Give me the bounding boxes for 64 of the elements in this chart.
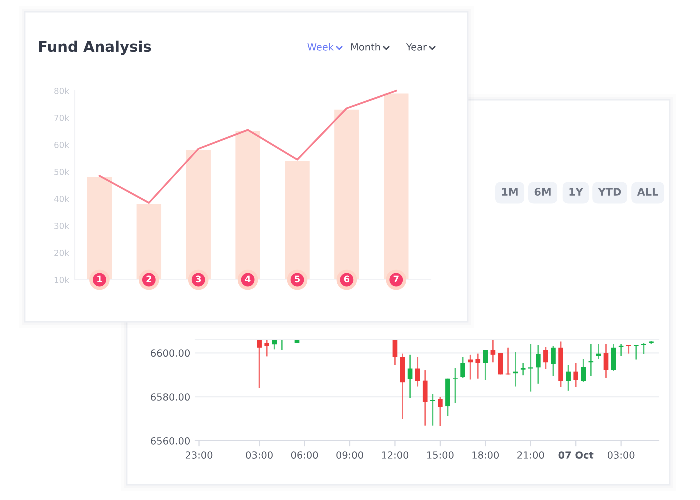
- line-series: [98, 90, 398, 204]
- y-tick-label: 6580.00: [151, 394, 190, 401]
- text: Year: [406, 44, 427, 51]
- candlestick: [536, 344, 541, 385]
- candlestick: [566, 364, 571, 392]
- candlestick: [408, 354, 413, 399]
- text: 6M: [534, 188, 551, 196]
- y-tick-label: 50k: [54, 168, 70, 176]
- candlestick: [604, 343, 609, 379]
- candlestick: [498, 352, 504, 376]
- text: Month: [351, 43, 380, 51]
- x-tick-label: 03:00: [608, 452, 635, 459]
- candlestick: [574, 362, 579, 388]
- text: 1Y: [570, 188, 584, 196]
- x-tick-label: 4: [245, 276, 251, 282]
- candlestick: [392, 340, 398, 366]
- candlestick: [642, 342, 646, 356]
- x-tick-label: 21:00: [518, 452, 544, 459]
- candlestick: [520, 362, 526, 376]
- y-tick-label: 6560.00: [151, 437, 190, 445]
- candlestick: [626, 344, 632, 355]
- candlestick: [468, 354, 473, 380]
- x-tick-label: 07 Oct: [558, 452, 594, 459]
- x-tick-label: 1: [98, 276, 102, 282]
- candlestick: [453, 368, 458, 404]
- candlestick: [611, 343, 616, 372]
- y-tick-label: 80k: [54, 88, 70, 94]
- candlestick: [544, 346, 548, 370]
- candlestick: [415, 356, 420, 388]
- x-tick-label: 15:00: [428, 452, 454, 459]
- x-tick-label: 5: [295, 276, 300, 283]
- x-tick-label: 03:00: [246, 452, 273, 459]
- chart-title: Fund Analysis: [39, 40, 152, 56]
- x-tick-label: 23:00: [186, 452, 213, 459]
- candlestick: [430, 394, 436, 427]
- candlestick: [422, 370, 428, 427]
- x-tick-label: 09:00: [336, 452, 364, 459]
- y-tick-label: 20k: [54, 250, 70, 256]
- candlestick: [528, 343, 534, 393]
- candlestick: [551, 346, 556, 378]
- y-tick-label: 30k: [54, 222, 70, 230]
- text: ALL: [637, 188, 658, 196]
- y-tick-label: 70k: [54, 114, 70, 122]
- text: 1M: [502, 188, 518, 196]
- y-tick-label: 6600.00: [151, 350, 190, 358]
- x-tick-label: 7: [394, 276, 399, 282]
- candlestick: [438, 396, 443, 428]
- text: YTD: [598, 188, 622, 196]
- candlestick: [460, 356, 466, 379]
- x-tick-label: 3: [196, 276, 202, 283]
- x-tick-label: 18:00: [472, 452, 500, 459]
- text: Week: [308, 43, 334, 51]
- y-tick-label: 60k: [54, 142, 70, 148]
- candlestick: [483, 350, 488, 382]
- candlestick: [581, 358, 586, 383]
- x-tick-label: 12:00: [382, 452, 409, 459]
- candlestick: [490, 340, 496, 364]
- candlestick: [476, 353, 481, 380]
- x-tick-label: 2: [146, 276, 152, 282]
- x-tick-label: 06:00: [291, 452, 318, 459]
- x-tick-label: 6: [344, 276, 350, 283]
- y-tick-label: 10k: [54, 276, 70, 284]
- candlestick: [634, 344, 639, 360]
- y-tick-label: 40k: [54, 196, 70, 202]
